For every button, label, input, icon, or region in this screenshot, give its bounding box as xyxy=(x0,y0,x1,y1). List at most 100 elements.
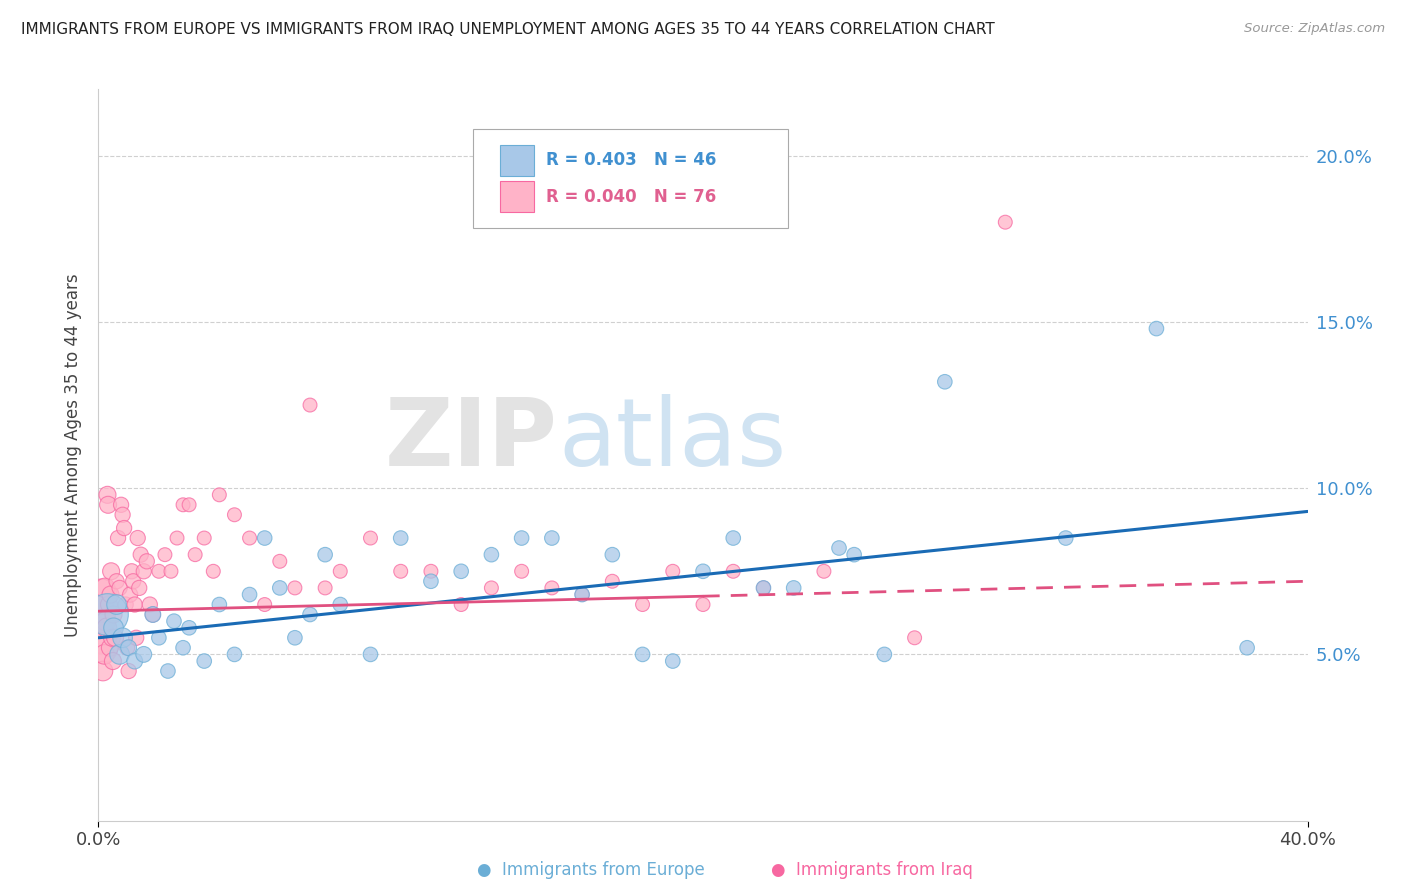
Point xyxy=(540,581,562,595)
Point xyxy=(108,648,131,662)
Point xyxy=(90,631,112,645)
Point xyxy=(692,564,714,578)
Point xyxy=(420,564,443,578)
Point xyxy=(269,581,291,595)
Point xyxy=(111,508,134,522)
Text: ZIP: ZIP xyxy=(385,394,558,486)
Point xyxy=(239,531,262,545)
Point xyxy=(934,375,956,389)
Point xyxy=(122,574,145,589)
Point xyxy=(631,648,654,662)
Point xyxy=(111,631,134,645)
Point xyxy=(253,531,276,545)
Point xyxy=(127,531,149,545)
Point xyxy=(115,640,138,655)
Point xyxy=(172,498,194,512)
Point xyxy=(132,564,155,578)
Point xyxy=(828,541,851,555)
Point xyxy=(128,581,150,595)
Point xyxy=(314,581,336,595)
Point xyxy=(100,588,122,602)
Point xyxy=(142,607,165,622)
Point xyxy=(104,631,127,645)
Point xyxy=(108,581,131,595)
Text: R = 0.403   N = 46: R = 0.403 N = 46 xyxy=(546,151,716,169)
Point xyxy=(112,521,135,535)
Point xyxy=(179,621,201,635)
Point xyxy=(813,564,835,578)
Point xyxy=(299,607,322,622)
Point xyxy=(1146,321,1168,335)
Point xyxy=(1236,640,1258,655)
Point xyxy=(329,564,352,578)
Point xyxy=(571,588,593,602)
Point xyxy=(602,548,624,562)
Point xyxy=(101,654,124,668)
Point xyxy=(692,598,714,612)
Point xyxy=(96,621,118,635)
Point xyxy=(284,581,307,595)
Point xyxy=(602,574,624,589)
Point xyxy=(107,531,129,545)
Bar xyxy=(501,145,534,176)
Point xyxy=(89,607,111,622)
Bar xyxy=(501,181,534,212)
Point xyxy=(94,581,117,595)
Point xyxy=(101,631,124,645)
Point xyxy=(904,631,927,645)
Point xyxy=(91,640,114,655)
Point xyxy=(124,598,146,612)
Point xyxy=(193,531,215,545)
Point xyxy=(156,664,179,678)
Point xyxy=(844,548,866,562)
Point xyxy=(139,598,162,612)
Point xyxy=(98,640,121,655)
Point xyxy=(114,598,136,612)
Text: R = 0.040   N = 76: R = 0.040 N = 76 xyxy=(546,187,716,206)
Point xyxy=(329,598,352,612)
Text: Source: ZipAtlas.com: Source: ZipAtlas.com xyxy=(1244,22,1385,36)
Point xyxy=(299,398,322,412)
Point xyxy=(105,574,128,589)
Point xyxy=(118,664,141,678)
Point xyxy=(172,640,194,655)
Point xyxy=(783,581,806,595)
Point xyxy=(121,564,143,578)
Point xyxy=(269,554,291,568)
Point xyxy=(96,607,118,622)
Point xyxy=(1054,531,1077,545)
Point xyxy=(723,531,745,545)
Point xyxy=(420,574,443,589)
Point xyxy=(208,488,231,502)
Text: IMMIGRANTS FROM EUROPE VS IMMIGRANTS FROM IRAQ UNEMPLOYMENT AMONG AGES 35 TO 44 : IMMIGRANTS FROM EUROPE VS IMMIGRANTS FRO… xyxy=(21,22,995,37)
Point xyxy=(184,548,207,562)
Point xyxy=(166,531,188,545)
Point xyxy=(224,508,246,522)
Point xyxy=(103,621,125,635)
Point xyxy=(91,664,114,678)
Point xyxy=(571,588,593,602)
Point xyxy=(510,531,533,545)
Point xyxy=(96,488,118,502)
Point xyxy=(163,614,186,628)
Point xyxy=(873,648,896,662)
Point xyxy=(360,531,382,545)
Point xyxy=(97,498,120,512)
Point xyxy=(631,598,654,612)
Point xyxy=(160,564,183,578)
Point xyxy=(208,598,231,612)
Point xyxy=(661,564,683,578)
Point xyxy=(284,631,307,645)
Point xyxy=(314,548,336,562)
Point xyxy=(110,498,132,512)
Point xyxy=(224,648,246,662)
Point xyxy=(481,581,503,595)
FancyBboxPatch shape xyxy=(474,129,787,228)
Text: atlas: atlas xyxy=(558,394,786,486)
Point xyxy=(153,548,176,562)
Point xyxy=(994,215,1017,229)
Point xyxy=(90,588,112,602)
Point xyxy=(103,607,125,622)
Point xyxy=(124,654,146,668)
Point xyxy=(723,564,745,578)
